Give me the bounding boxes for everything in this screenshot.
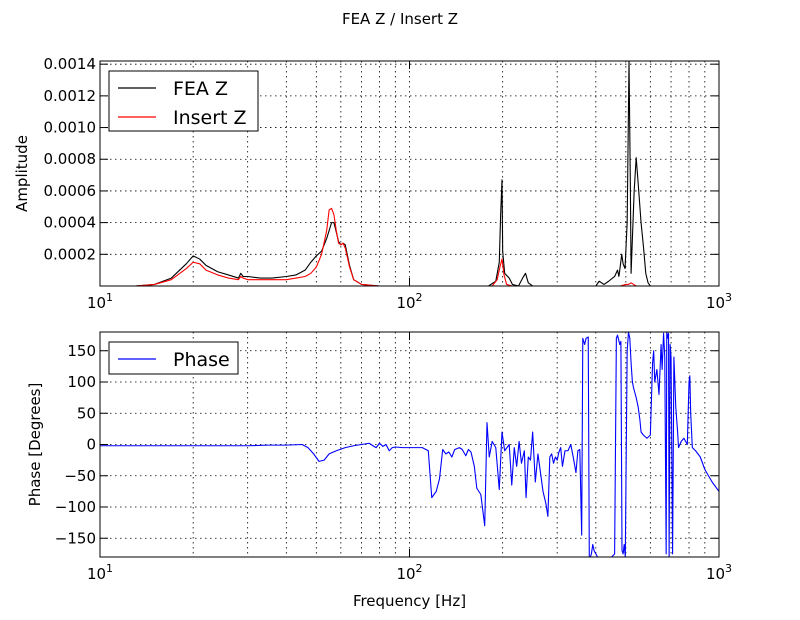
y-tick-label: 0.0014	[44, 55, 97, 73]
y-tick-label: −100	[55, 498, 96, 516]
legend-label: FEA Z	[173, 78, 228, 100]
grid-lines	[100, 61, 719, 286]
series-line-fea-z	[135, 61, 719, 286]
amplitude-plot: 101 102 103 0.0002 0.0004 0.0006 0.0008 0.0010 0…	[13, 55, 732, 312]
x-tick-label: 103	[706, 562, 732, 583]
axis-ticks	[99, 61, 720, 286]
x-tick-label: 102	[396, 562, 422, 583]
y-tick-label: 50	[77, 404, 96, 422]
legend-box	[108, 341, 239, 375]
legend: Phase	[108, 341, 239, 375]
legend-label: Phase	[173, 349, 230, 371]
series-line-phase	[100, 332, 719, 557]
y-tick-label: 150	[67, 342, 96, 360]
phase-plot: 101 102 103 −150 −100 −50 0 50 100 150 Phase [Degr…	[26, 331, 732, 610]
legend-box	[108, 70, 259, 132]
x-tick-label: 103	[706, 291, 732, 312]
x-tick-label: 101	[87, 562, 113, 583]
x-tick-label: 101	[87, 291, 113, 312]
legend-label: Insert Z	[173, 107, 247, 129]
y-tick-label: 0	[86, 436, 96, 454]
y-tick-label: 0.0012	[44, 87, 97, 105]
axis-ticks	[99, 332, 720, 557]
y-axis-label: Amplitude	[13, 135, 31, 212]
y-tick-label: 0.0002	[44, 245, 97, 263]
x-tick-label: 102	[396, 291, 422, 312]
x-axis-label: Frequency [Hz]	[353, 592, 466, 610]
series-group	[135, 61, 719, 286]
y-tick-label: 0.0010	[44, 119, 97, 137]
series-line-insert-z	[135, 207, 719, 286]
y-tick-label: −150	[55, 529, 96, 547]
legend: FEA Z Insert Z	[108, 70, 259, 132]
y-tick-label: 100	[67, 373, 96, 391]
y-axis-label: Phase [Degrees]	[26, 383, 44, 507]
y-tick-label: 0.0004	[44, 214, 97, 232]
y-tick-label: 0.0008	[44, 150, 97, 168]
y-tick-label: −50	[64, 467, 96, 485]
y-tick-label: 0.0006	[44, 182, 97, 200]
series-group	[100, 332, 719, 557]
figure-title: FEA Z / Insert Z	[342, 10, 458, 28]
